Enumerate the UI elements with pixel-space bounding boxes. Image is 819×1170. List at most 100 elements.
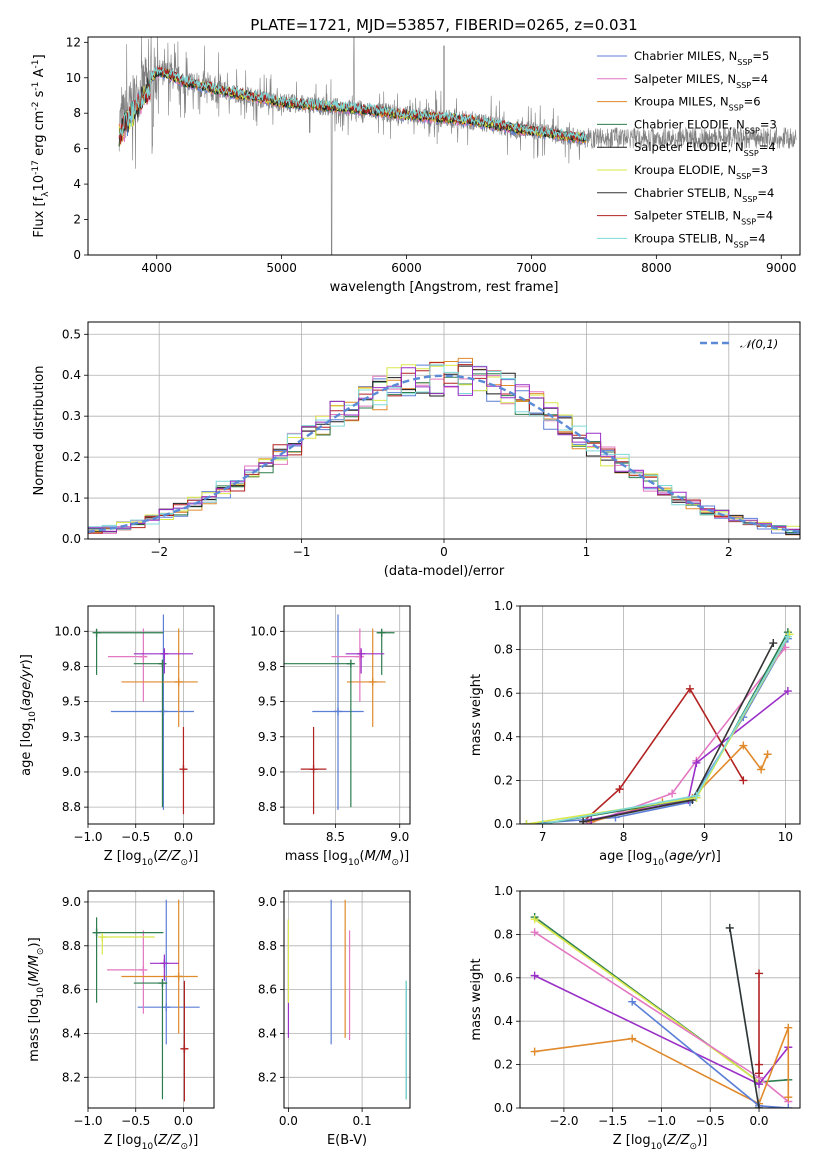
age_vs_mass-plot xyxy=(284,614,395,815)
y-tick-label: 0.2 xyxy=(62,450,81,464)
series-line xyxy=(729,927,760,1108)
data-point-marker xyxy=(158,659,167,668)
data-point-marker xyxy=(174,677,183,686)
data-point-marker xyxy=(538,820,547,824)
data-point-marker xyxy=(309,765,318,774)
y-tick-label: 0.6 xyxy=(494,686,513,700)
y-tick-label: 8.8 xyxy=(258,939,277,953)
y-tick-label: 0.2 xyxy=(494,773,513,787)
data-point-marker xyxy=(377,628,386,637)
data-point-marker xyxy=(346,659,355,668)
data-point-marker xyxy=(763,750,772,759)
massweight_vs_Z-plot xyxy=(530,913,793,1108)
y-tick-label: 10 xyxy=(66,71,81,85)
y-tick-label: 10.0 xyxy=(250,624,277,638)
y-tick-label: 8 xyxy=(73,106,81,120)
legend-label: Chabrier STELIB, NSSP=4 xyxy=(634,186,774,204)
y-tick-label: 0.2 xyxy=(494,1058,513,1072)
spectrum-frame xyxy=(87,36,801,256)
x-tick-label: 9.0 xyxy=(390,830,409,844)
mass_vs_Z-plot xyxy=(92,899,200,1102)
y-tick-label: 0.4 xyxy=(494,1014,513,1028)
data-point-marker xyxy=(159,707,168,716)
y-tick-label: 0.6 xyxy=(494,971,513,985)
histogram-step-line xyxy=(88,365,800,535)
x-tick-label: 9 xyxy=(701,830,709,844)
chart-title: PLATE=1721, MJD=53857, FIBERID=0265, z=0… xyxy=(250,16,637,34)
data-point-marker xyxy=(174,972,183,981)
x-axis-label: Z [log10(Z/Z⊙)] xyxy=(104,849,199,868)
x-tick-label: 5000 xyxy=(266,261,297,275)
data-point-marker xyxy=(530,928,539,937)
x-tick-label: 0.0 xyxy=(174,1114,193,1128)
y-tick-label: 0.8 xyxy=(494,927,513,941)
x-tick-label: 8000 xyxy=(641,261,672,275)
massweight_vs_age-axes: 7 8 9 10 0.0 0.2 0.4 0.6 0.8 1.0 age [log10(age/yr… xyxy=(469,599,801,868)
data-point-marker xyxy=(784,1023,793,1032)
y-tick-label: 4 xyxy=(73,177,81,191)
data-point-marker xyxy=(368,677,377,686)
data-point-marker xyxy=(783,632,792,641)
data-point-marker xyxy=(628,997,637,1006)
x-tick-label: 4000 xyxy=(141,261,172,275)
legend-label: Chabrier MILES, NSSP=5 xyxy=(634,49,769,67)
data-point-marker xyxy=(783,687,792,696)
data-point-marker xyxy=(522,820,531,824)
y-tick-label: 9.5 xyxy=(258,695,277,709)
x-tick-label: 7000 xyxy=(516,261,547,275)
data-point-marker xyxy=(530,915,539,924)
x-tick-label: −0.5 xyxy=(696,1114,725,1128)
data-point-marker xyxy=(179,765,188,774)
y-tick-label: 9.8 xyxy=(62,659,81,673)
y-axis-label: mass weight xyxy=(469,674,484,756)
y-tick-label: 9.0 xyxy=(62,765,81,779)
age_vs_Z-axes: −1.0 −0.5 0.0 8.8 9.0 9.3 9.5 9.8 10.0 Z [log10(Z… xyxy=(19,605,215,868)
y-tick-label: 1.0 xyxy=(494,599,513,613)
data-point-marker xyxy=(755,1060,764,1069)
data-point-marker xyxy=(668,789,677,798)
y-tick-label: 0.3 xyxy=(62,409,81,423)
y-tick-label: 6 xyxy=(73,142,81,156)
data-point-marker xyxy=(755,969,764,978)
data-point-marker xyxy=(530,971,539,980)
x-axis-label: E(B-V) xyxy=(327,1133,367,1148)
x-tick-label: 1 xyxy=(583,545,591,559)
series-line xyxy=(526,633,791,824)
age_vs_Z-frame xyxy=(87,605,215,825)
legend-label: Salpeter MILES, NSSP=4 xyxy=(634,72,768,90)
y-tick-label: 0 xyxy=(73,248,81,262)
x-axis-label: mass [log10(M/M⊙)] xyxy=(285,849,409,868)
x-tick-label: −1.0 xyxy=(73,1114,102,1128)
x-axis-label: wavelength [Angstrom, rest frame] xyxy=(330,280,559,295)
y-axis-label: mass [log10(M/M⊙)] xyxy=(27,937,46,1061)
x-tick-label: 0.0 xyxy=(174,830,193,844)
data-point-marker xyxy=(769,639,778,648)
legend-label: Chabrier ELODIE, NSSP=3 xyxy=(634,117,777,135)
data-point-marker xyxy=(180,1044,189,1053)
series-line xyxy=(534,918,760,1083)
y-tick-label: 0.0 xyxy=(494,1101,513,1115)
x-tick-label: 7 xyxy=(539,830,547,844)
x-tick-label: −0.5 xyxy=(121,1114,150,1128)
y-tick-label: 8.6 xyxy=(62,983,81,997)
y-tick-label: 9.0 xyxy=(258,765,277,779)
data-point-marker xyxy=(757,765,766,774)
data-point-marker xyxy=(160,649,169,658)
age_vs_Z-plot xyxy=(92,614,198,815)
mass_vs_Z-frame xyxy=(87,890,215,1109)
series-line xyxy=(582,642,775,823)
x-tick-label: 9000 xyxy=(766,261,797,275)
data-point-marker xyxy=(755,1104,764,1108)
data-point-marker xyxy=(162,1003,171,1012)
data-point-marker xyxy=(725,923,734,932)
spectrum-plot xyxy=(118,37,797,255)
data-point-marker xyxy=(755,1080,764,1089)
x-tick-label: −1.0 xyxy=(647,1114,676,1128)
y-tick-label: 0.0 xyxy=(494,817,513,831)
data-point-marker xyxy=(334,707,342,716)
x-tick-label: −1 xyxy=(293,545,311,559)
data-point-marker xyxy=(755,1069,764,1078)
massweight_vs_Z-axes: −2.0 −1.5 −1.0 −0.5 0.0 0.0 0.2 0.4 0.6 0.8 1.0 Z [… xyxy=(469,884,801,1152)
x-tick-label: 0.1 xyxy=(353,1114,372,1128)
